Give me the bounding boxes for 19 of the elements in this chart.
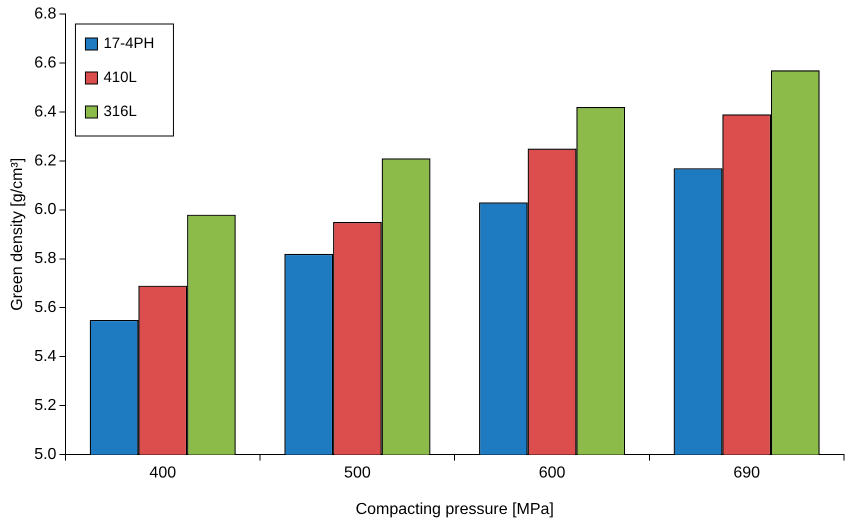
- legend-label: 410L: [103, 69, 137, 86]
- y-axis-title: Green density [g/cm³]: [9, 158, 26, 311]
- y-tick-label: 6.6: [34, 54, 57, 72]
- y-tick-label: 5.2: [34, 397, 57, 414]
- legend-label: 17-4PH: [103, 35, 154, 52]
- x-tick-label: 600: [538, 464, 566, 482]
- y-tick-label: 5.8: [34, 250, 57, 268]
- y-tick-label: 5.4: [34, 348, 57, 366]
- y-tick-label: 5.0: [34, 446, 57, 464]
- y-tick-label: 6.8: [34, 5, 57, 22]
- x-tick-label: 400: [149, 464, 176, 482]
- y-tick-label: 5.6: [34, 299, 57, 316]
- y-tick-label: 6.2: [34, 152, 57, 170]
- y-tick-label: 6.4: [34, 103, 57, 120]
- x-tick-label: 500: [344, 464, 371, 482]
- y-tick-label: 6.0: [34, 201, 57, 218]
- x-tick-label: 690: [733, 464, 760, 482]
- legend-label: 316L: [103, 103, 137, 120]
- x-axis-title: Compacting pressure [MPa]: [356, 500, 554, 518]
